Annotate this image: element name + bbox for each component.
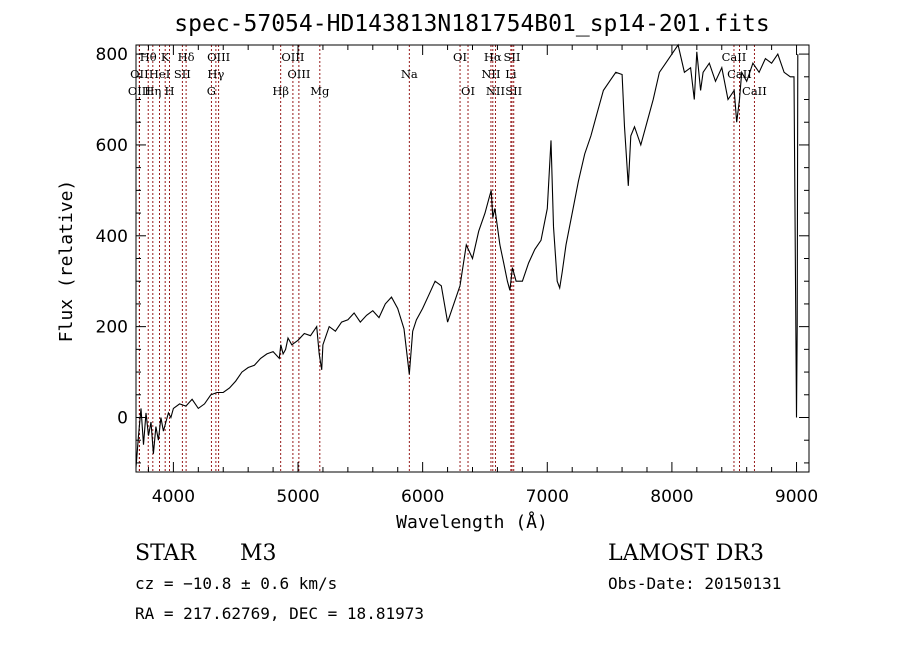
y-tick-label: 400 [96,227,128,247]
spectral-line-label: H [165,84,175,98]
x-tick-label: 4000 [152,487,195,507]
survey-name: LAMOST DR3 [608,541,764,566]
spectral-line-label: Hα [484,50,502,64]
y-axis-ticks: 0 200 400 600 800 [96,45,809,464]
spectral-line-label: SII [505,84,522,98]
spectral-line-label: NII [481,67,500,81]
spectral-line-label: Li [505,67,517,81]
y-axis-label: Flux (relative) [56,180,77,343]
y-tick-label: 800 [96,45,128,65]
spectral-line-label: Hη [144,84,161,98]
chart-title: spec-57054-HD143813N181754B01_sp14-201.f… [174,11,769,37]
object-subclass: M3 [240,541,277,566]
redshift-cz: cz = −10.8 ± 0.6 km/s [135,574,337,593]
spectral-line-label: K [161,50,170,64]
spectral-line-label: OIII [281,50,304,64]
y-tick-label: 0 [117,408,128,428]
object-type: STAR [135,541,197,566]
spectral-line-label: HeI [149,67,170,81]
x-tick-label: 6000 [401,487,444,507]
spectral-line-label: CaII [722,50,747,64]
spectral-line-label: Hδ [178,50,195,64]
obs-date: Obs-Date: 20150131 [608,574,781,593]
spectral-line-label: Hθ [140,50,157,64]
spectral-line-label: OIII [207,50,230,64]
spectrum-line [135,43,799,468]
x-tick-label: 7000 [526,487,569,507]
x-tick-label: 8000 [650,487,693,507]
x-tick-label: 9000 [775,487,818,507]
spectral-line-label: CaII [727,67,752,81]
spectral-line-label: Hβ [272,84,289,98]
y-tick-label: 600 [96,136,128,156]
spectral-line-label: CaII [742,84,767,98]
spectral-line-label: OIII [128,84,151,98]
spectral-line-label: Na [401,67,418,81]
spectral-line-label: OI [461,84,475,98]
spectral-line-label: Hγ [207,67,224,81]
y-tick-label: 200 [96,318,128,338]
x-axis-ticks: 4000 5000 6000 7000 8000 9000 [147,45,818,507]
x-tick-label: 5000 [276,487,319,507]
spectral-line-label: SII [174,67,191,81]
spectral-line-label: SII [504,50,521,64]
x-axis-label: Wavelength (Å) [396,511,548,533]
spectral-line-label: OI [453,50,467,64]
spectral-line-label: OIII [287,67,310,81]
spectral-line-label: G [207,84,216,98]
spectral-line-markers [138,45,755,472]
spectral-line-label: Mg [310,84,330,98]
spectral-line-label: OII [130,67,149,81]
coordinates: RA = 217.62769, DEC = 18.81973 [135,604,424,623]
spectral-line-label: NII [486,84,505,98]
